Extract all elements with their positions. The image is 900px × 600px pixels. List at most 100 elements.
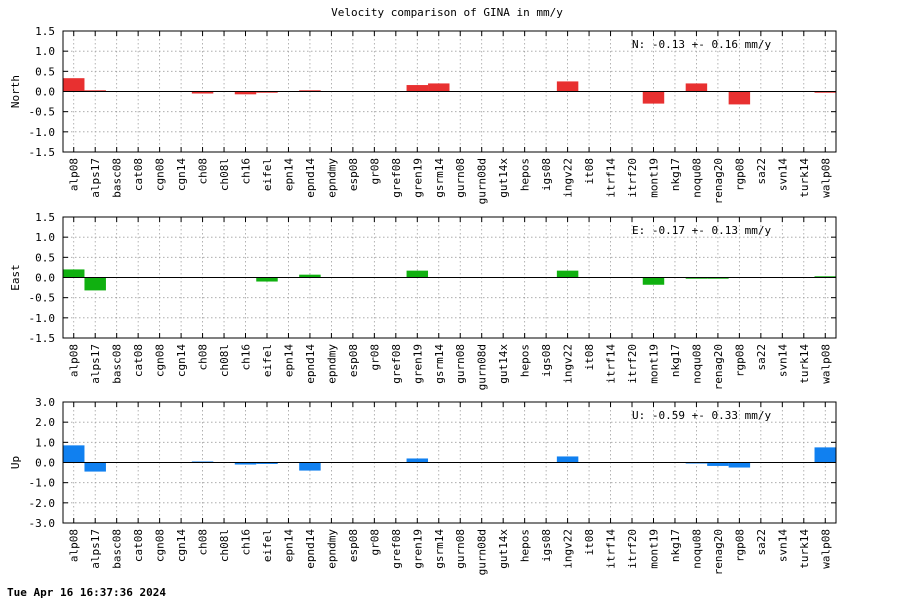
north-bar-alp08 [63, 78, 85, 92]
up-bar-noqu08 [685, 462, 708, 464]
north-xtick-label-nkg17: nkg17 [669, 158, 682, 191]
east-xtick-label-itrf20: itrf20 [626, 344, 639, 384]
up-bar-eifel [256, 462, 278, 464]
north-xtick-label-turk14: turk14 [798, 158, 811, 198]
north-plot-frame [62, 30, 837, 153]
north-xtick-label-ingv22: ingv22 [562, 158, 575, 198]
east-xtick-label-cgn08: cgn08 [154, 344, 167, 377]
timestamp: Tue Apr 16 16:37:36 2024 [7, 586, 166, 599]
up-xtick-label-ch16: ch16 [240, 529, 253, 556]
up-bar-ch08 [191, 461, 214, 463]
north-ytick-label: -0.5 [29, 106, 56, 119]
up-bar-ch16 [234, 462, 257, 465]
east-xtick-label-walp08: walp08 [819, 344, 832, 384]
east-ytick-label: -1.5 [29, 332, 56, 345]
north-xtick-label-eifel: eifel [261, 158, 274, 191]
up-xtick-label-cat08: cat08 [132, 529, 145, 562]
up-xtick-label-it08: it08 [583, 529, 596, 556]
north-xtick-label-gurn08: gurn08 [454, 158, 467, 198]
east-ytick-label: 0.0 [35, 272, 55, 285]
up-xtick-label-renag20: renag20 [712, 529, 725, 575]
east-xtick-label-rgp08: rgp08 [733, 344, 746, 377]
east-bar-noqu08 [685, 277, 708, 279]
up-bar-alps17 [84, 462, 106, 472]
north-xtick-label-cgn14: cgn14 [175, 158, 188, 191]
north-xtick-label-hepos: hepos [519, 158, 532, 191]
north-ytick-label: 0.5 [35, 65, 55, 78]
east-ytick-label: -0.5 [29, 292, 56, 305]
east-xtick-label-svn14: svn14 [776, 344, 789, 377]
east-ytick-label: 0.5 [35, 251, 55, 264]
north-xtick-label-itrf20: itrf20 [626, 158, 639, 198]
east-xtick-label-alps17: alps17 [89, 344, 102, 384]
north-xtick-label-itrf14: itrf14 [605, 158, 618, 198]
up-xtick-label-gren19: gren19 [411, 529, 424, 569]
east-xtick-label-mont19: mont19 [647, 344, 660, 384]
north-xtick-label-epnd14: epnd14 [304, 158, 317, 198]
up-xtick-label-itrf20: itrf20 [626, 529, 639, 569]
east-xtick-label-epn14: epn14 [282, 344, 295, 377]
north-bar-rgp08 [728, 91, 751, 105]
up-xtick-label-sa22: sa22 [755, 529, 768, 556]
up-xtick-label-alps17: alps17 [89, 529, 102, 569]
up-xtick-label-svn14: svn14 [776, 529, 789, 562]
north-ytick-label: 0.0 [35, 86, 55, 99]
east-xtick-label-turk14: turk14 [798, 344, 811, 384]
east-xtick-label-basc08: basc08 [111, 344, 124, 384]
north-bar-ch08 [191, 91, 214, 94]
up-ylabel: Up [9, 456, 22, 469]
east-xtick-label-gurn08d: gurn08d [476, 344, 489, 390]
up-xtick-label-epndmy: epndmy [325, 529, 338, 569]
east-xtick-label-ch08: ch08 [197, 344, 210, 371]
up-bar-epnd14 [299, 462, 321, 471]
north-xtick-label-cat08: cat08 [132, 158, 145, 191]
north-xtick-label-esp08: esp08 [347, 158, 360, 191]
up-xtick-label-noqu08: noqu08 [690, 529, 703, 569]
north-annotation: N: -0.13 +- 0.16 mm/y [632, 38, 771, 51]
up-xtick-label-gurn08: gurn08 [454, 529, 467, 569]
east-bar-eifel [256, 277, 278, 282]
east-ytick-label: -1.0 [29, 312, 56, 325]
north-xtick-label-basc08: basc08 [111, 158, 124, 198]
north-xtick-label-ch08: ch08 [197, 158, 210, 185]
up-xtick-label-mont19: mont19 [647, 529, 660, 569]
up-ytick-label: 0.0 [35, 457, 55, 470]
north-bar-alps17 [84, 90, 106, 92]
north-xtick-label-svn14: svn14 [776, 158, 789, 191]
north-bar-mont19 [642, 91, 665, 104]
up-xtick-label-gr08: gr08 [368, 529, 381, 556]
east-xtick-label-eifel: eifel [261, 344, 274, 377]
up-xtick-label-esp08: esp08 [347, 529, 360, 562]
east-bar-alps17 [84, 277, 106, 291]
north-xtick-label-renag20: renag20 [712, 158, 725, 204]
up-ytick-label: 1.0 [35, 436, 55, 449]
east-xtick-label-cat08: cat08 [132, 344, 145, 377]
up-xtick-label-ch08: ch08 [197, 529, 210, 556]
up-xtick-label-gurn08d: gurn08d [476, 529, 489, 575]
north-xtick-label-cgn08: cgn08 [154, 158, 167, 191]
north-xtick-label-sa22: sa22 [755, 158, 768, 185]
east-xtick-label-ingv22: ingv22 [562, 344, 575, 384]
up-bar-rgp08 [728, 462, 751, 468]
north-ytick-label: 1.0 [35, 45, 55, 58]
up-bar-ingv22 [556, 456, 579, 463]
north-bar-gsrm14 [428, 83, 450, 92]
north-xtick-label-ch08l: ch08l [218, 158, 231, 191]
up-xtick-label-ch08l: ch08l [218, 529, 231, 562]
up-xtick-label-epn14: epn14 [282, 529, 295, 562]
east-ylabel: East [9, 264, 22, 291]
up-annotation: U: -0.59 +- 0.33 mm/y [632, 409, 771, 422]
east-xtick-label-ch08l: ch08l [218, 344, 231, 377]
north-bar-gren19 [406, 85, 429, 92]
east-xtick-label-gr08: gr08 [368, 344, 381, 371]
east-xtick-label-gref08: gref08 [390, 344, 403, 384]
east-annotation: E: -0.17 +- 0.13 mm/y [632, 224, 771, 237]
east-xtick-label-gsrm14: gsrm14 [433, 344, 446, 384]
up-xtick-label-igs08: igs08 [540, 529, 553, 562]
north-xtick-label-gref08: gref08 [390, 158, 403, 198]
north-xtick-label-gsrm14: gsrm14 [433, 158, 446, 198]
east-bar-ingv22 [556, 270, 579, 278]
east-bar-epnd14 [299, 274, 321, 278]
east-xtick-label-gren19: gren19 [411, 344, 424, 384]
